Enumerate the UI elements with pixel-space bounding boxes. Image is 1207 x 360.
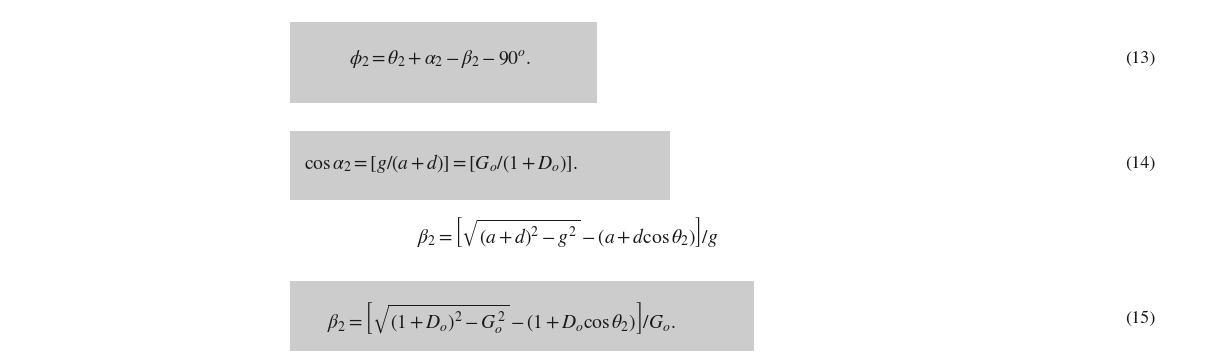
Text: $\cos \alpha_2 = [g/(a + d)] = [G_o/(1 + D_o)].$: $\cos \alpha_2 = [g/(a + d)] = [G_o/(1 +… xyxy=(304,152,577,175)
Text: (14): (14) xyxy=(1125,156,1156,172)
Text: $\beta_2 = \left[\sqrt{(1+D_o)^2 - G_o^2} - (1 + D_o \cos\theta_2)\right] / G_o.: $\beta_2 = \left[\sqrt{(1+D_o)^2 - G_o^2… xyxy=(327,301,675,337)
FancyBboxPatch shape xyxy=(290,22,597,103)
Text: (13): (13) xyxy=(1125,51,1156,67)
FancyBboxPatch shape xyxy=(290,131,670,200)
Text: $\beta_2 = \left[\sqrt{(a+d)^2 - g^2} - (a + d\cos\theta_2)\right] / g$: $\beta_2 = \left[\sqrt{(a+d)^2 - g^2} - … xyxy=(416,215,718,249)
FancyBboxPatch shape xyxy=(290,281,754,351)
Text: (15): (15) xyxy=(1125,311,1156,327)
Text: $\phi_2 = \theta_2 + \alpha_2 - \beta_2 - 90^o.$: $\phi_2 = \theta_2 + \alpha_2 - \beta_2 … xyxy=(350,48,531,71)
